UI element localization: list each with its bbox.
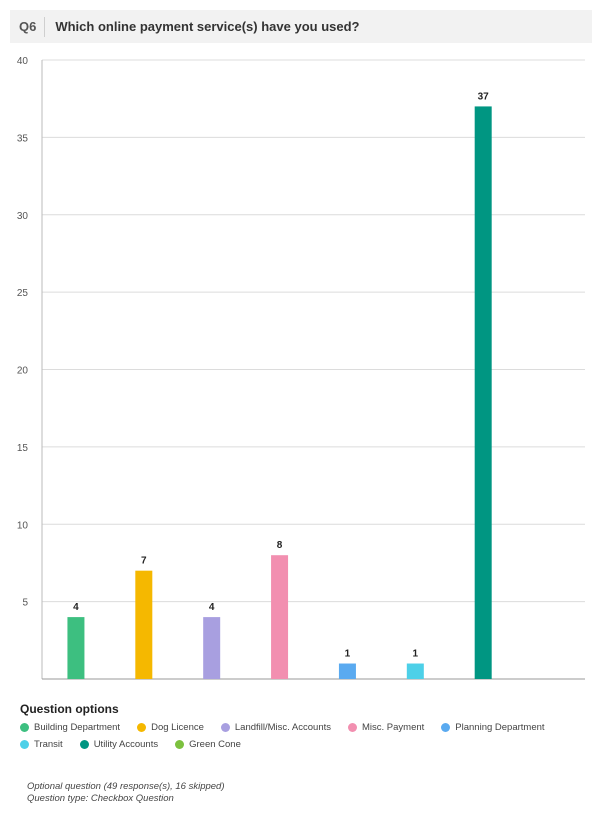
- legend-swatch: [20, 740, 29, 749]
- bar: [474, 106, 492, 680]
- legend-label: Dog Licence: [151, 722, 204, 733]
- legend-swatch: [79, 740, 89, 749]
- bar-data-label: 4: [209, 602, 215, 613]
- bar: [135, 570, 153, 679]
- question-number: Q6: [10, 16, 46, 37]
- legend-label: Building Department: [34, 722, 121, 733]
- legend-title: Question options: [20, 702, 119, 716]
- y-tick-label: 25: [17, 288, 29, 299]
- legend-swatch: [137, 723, 147, 732]
- bar-data-label: 8: [277, 540, 283, 551]
- legend-item: Landfill/Misc. Accounts: [220, 722, 331, 733]
- footnote-responses: Optional question (49 response(s), 16 sk…: [27, 781, 225, 792]
- legend: Question options Building Department Dog …: [20, 702, 590, 750]
- legend-label: Misc. Payment: [362, 722, 425, 733]
- bar-data-label: 4: [73, 602, 79, 613]
- question-header: Q6 Which online payment service(s) have …: [10, 10, 592, 43]
- y-tick-label: 20: [17, 366, 29, 377]
- y-tick-label: 35: [17, 133, 29, 144]
- bar-data-label: 37: [478, 91, 490, 102]
- bar-data-label: 1: [413, 649, 419, 660]
- legend-swatch: [175, 740, 185, 749]
- bar: [338, 663, 356, 679]
- legend-label: Green Cone: [189, 739, 241, 750]
- legend-swatch: [20, 723, 29, 732]
- legend-label: Utility Accounts: [93, 739, 159, 750]
- legend-label: Planning Department: [455, 722, 545, 733]
- bar-chart: 5 10 15 20 25 30 35 40 4 7 4 8 1 1 37: [17, 56, 585, 680]
- legend-item: Misc. Payment: [348, 722, 424, 733]
- legend-swatch: [220, 723, 230, 732]
- legend-swatch: [348, 723, 357, 732]
- legend-label: Transit: [34, 739, 63, 750]
- bar: [406, 663, 424, 679]
- bar-data-label: 1: [345, 649, 351, 660]
- footnote-question-type: Question type: Checkbox Question: [27, 793, 174, 804]
- legend-items: Building Department Dog Licence Landfill/M…: [20, 722, 590, 750]
- bar: [203, 617, 221, 679]
- y-tick-label: 10: [17, 520, 29, 531]
- y-tick-label: 15: [17, 443, 29, 454]
- bar: [271, 555, 289, 679]
- bar: [67, 617, 85, 679]
- legend-item: Utility Accounts: [79, 739, 159, 750]
- question-title: Which online payment service(s) have you…: [55, 19, 360, 34]
- y-tick-label: 40: [17, 56, 29, 67]
- legend-item: Dog Licence: [137, 722, 204, 733]
- bar-data-label: 7: [141, 556, 147, 567]
- y-tick-label: 30: [17, 211, 29, 222]
- legend-item: Transit: [20, 739, 63, 750]
- footnote: Optional question (49 response(s), 16 sk…: [27, 781, 225, 805]
- y-tick-label: 5: [22, 598, 28, 609]
- legend-label: Landfill/Misc. Accounts: [234, 722, 331, 733]
- legend-item: Planning Department: [441, 722, 545, 733]
- legend-item: Building Department: [20, 722, 120, 733]
- legend-swatch: [441, 723, 451, 732]
- legend-item: Green Cone: [175, 739, 241, 750]
